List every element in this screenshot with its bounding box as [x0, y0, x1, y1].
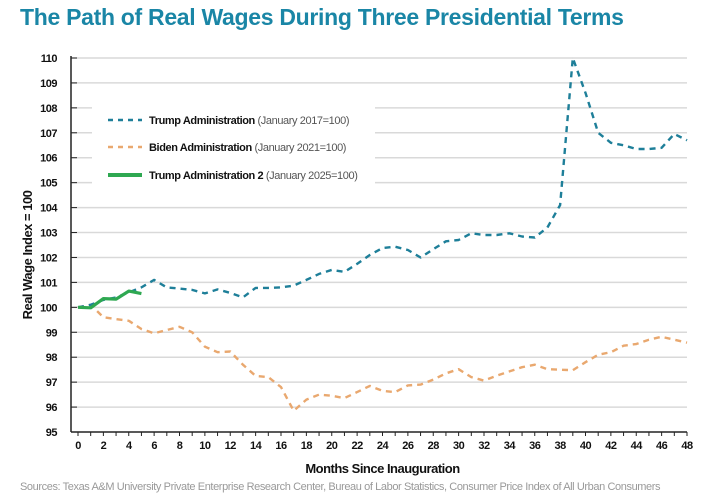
y-axis-label: Real Wage Index = 100 [20, 190, 35, 319]
x-tick-label: 20 [326, 440, 338, 452]
y-tick-label: 96 [46, 402, 58, 414]
x-tick-label: 18 [301, 440, 313, 452]
x-tick-label: 2 [101, 440, 107, 452]
x-axis-label: Months Since Inauguration [305, 461, 460, 476]
y-tick-label: 101 [40, 277, 57, 289]
legend-entry: Biden Administration (January 2021=100) [149, 142, 346, 154]
legend-note: (January 2025=100) [263, 170, 357, 182]
x-tick-label: 10 [199, 440, 211, 452]
x-tick-label: 6 [151, 440, 157, 452]
legend-entry: Trump Administration 2 (January 2025=100… [149, 170, 357, 182]
y-tick-label: 100 [40, 302, 57, 314]
y-tick-label: 108 [40, 103, 57, 115]
y-tick-label: 99 [46, 327, 58, 339]
y-tick-label: 106 [40, 153, 57, 165]
x-tick-label: 14 [250, 440, 263, 452]
x-tick-label: 4 [126, 440, 133, 452]
x-tick-label: 8 [177, 440, 183, 452]
x-tick-label: 30 [453, 440, 465, 452]
x-tick-label: 38 [555, 440, 567, 452]
x-tick-label: 40 [580, 440, 592, 452]
y-tick-label: 105 [40, 178, 57, 190]
x-tick-label: 36 [529, 440, 541, 452]
series-line-trump-administration-2 [77, 289, 142, 310]
legend-note: (January 2021=100) [252, 142, 346, 154]
x-tick-label: 46 [656, 440, 668, 452]
legend-note: (January 2017=100) [255, 115, 349, 127]
x-tick-label: 26 [402, 440, 414, 452]
x-tick-label: 12 [225, 440, 237, 452]
x-tick-label: 0 [75, 440, 81, 452]
source-note: Sources: Texas A&M University Private En… [20, 481, 661, 493]
legend-label: Trump Administration 2 [149, 170, 264, 182]
x-tick-label: 22 [352, 440, 364, 452]
x-tick-label: 24 [377, 440, 390, 452]
y-tick-label: 102 [40, 252, 57, 264]
y-tick-label: 104 [40, 203, 58, 215]
x-tick-label: 34 [504, 440, 517, 452]
legend-label: Trump Administration [149, 115, 256, 127]
legend-label: Biden Administration [149, 142, 252, 154]
x-tick-label: 48 [681, 440, 693, 452]
y-tick-label: 97 [46, 377, 58, 389]
x-tick-label: 16 [275, 440, 287, 452]
y-tick-label: 95 [46, 427, 58, 439]
y-tick-label: 109 [40, 78, 57, 90]
x-tick-label: 44 [631, 440, 644, 452]
legend-entry: Trump Administration (January 2017=100) [149, 115, 349, 127]
y-tick-label: 110 [41, 53, 58, 65]
y-tick-label: 98 [46, 352, 58, 364]
x-tick-label: 42 [605, 440, 617, 452]
x-tick-label: 32 [478, 440, 490, 452]
chart-title: The Path of Real Wages During Three Pres… [20, 4, 624, 30]
y-tick-label: 103 [40, 228, 57, 240]
x-tick-label: 28 [428, 440, 440, 452]
y-tick-label: 107 [40, 128, 57, 140]
